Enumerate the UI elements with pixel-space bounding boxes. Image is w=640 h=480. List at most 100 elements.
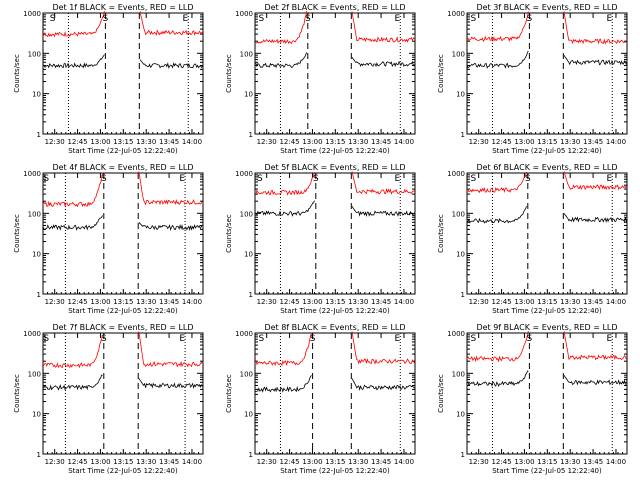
x-tick-label: 13:45	[159, 298, 179, 306]
series-line-lld-post	[139, 11, 203, 36]
y-axis-label: Counts/sec	[437, 214, 445, 253]
s-marker: S	[103, 14, 109, 24]
series-line-lld-pre	[42, 334, 103, 369]
s-marker: S	[305, 14, 311, 24]
y-tick-label: 10	[456, 411, 465, 419]
panel-title: Det 6f BLACK = Events, RED = LLD	[476, 163, 617, 172]
x-tick-label: 13:15	[325, 298, 345, 306]
x-tick-label: 12:45	[279, 458, 299, 466]
y-axis-label: Counts/sec	[225, 374, 233, 413]
e-marker: E	[183, 14, 189, 24]
x-tick-label: 12:45	[67, 458, 87, 466]
panel-6: Det 6f BLACK = Events, RED = LLD 1 10 100 10…	[437, 163, 628, 315]
x-tick-label: 13:00	[302, 138, 322, 146]
y-tick-label: 10	[244, 91, 253, 99]
y-tick-label: 1	[461, 131, 465, 139]
series-line-lld-pre	[255, 172, 315, 196]
e-marker: E	[607, 174, 613, 184]
x-tick-label: 14:00	[606, 298, 626, 306]
x-tick-label: 14:00	[182, 458, 202, 466]
x-tick-label: 14:00	[182, 298, 202, 306]
s-marker: S	[313, 174, 319, 184]
y-tick-label: 1000	[23, 10, 41, 18]
panel-title: Det 3f BLACK = Events, RED = LLD	[476, 3, 617, 12]
axes-frame	[466, 12, 628, 135]
panel-3: Det 3f BLACK = Events, RED = LLD 1 10 100 10…	[437, 3, 628, 155]
y-tick-label: 10	[244, 411, 253, 419]
x-tick-label: 13:00	[90, 138, 110, 146]
x-tick-label: 13:15	[537, 138, 557, 146]
panel-7: Det 7f BLACK = Events, RED = LLD 1 10 100 10…	[13, 323, 204, 475]
y-axis-label: Counts/sec	[13, 214, 21, 253]
series-line-events-post	[351, 56, 415, 68]
panel-4: Det 4f BLACK = Events, RED = LLD 1 10 100 10…	[13, 163, 204, 315]
series-line-events-pre	[254, 375, 312, 393]
y-tick-label: 10	[32, 251, 41, 259]
series-line-lld-pre	[254, 10, 308, 45]
y-axis-label: Counts/sec	[225, 214, 233, 253]
s-marker: S	[525, 174, 531, 184]
series-line-lld-post	[351, 331, 415, 365]
panel-title: Det 5f BLACK = Events, RED = LLD	[264, 163, 405, 172]
series-line-events-post	[138, 378, 203, 389]
x-tick-label: 13:30	[136, 298, 156, 306]
y-tick-label: 1	[37, 451, 41, 459]
y-tick-label: 1000	[447, 330, 465, 338]
x-tick-label: 13:45	[159, 458, 179, 466]
series-line-lld-post	[138, 171, 203, 206]
series-line-events-pre	[42, 374, 103, 391]
panel-1: Det 1f BLACK = Events, RED = LLD 1 10 100 10…	[13, 3, 204, 155]
y-tick-label: 100	[452, 210, 465, 218]
series-line-lld-post	[138, 331, 203, 368]
axes-frame	[42, 12, 204, 135]
x-tick-label: 13:00	[90, 298, 110, 306]
series-line-lld-pre	[42, 172, 103, 208]
s-marker: S	[471, 14, 477, 24]
x-tick-label: 13:45	[583, 458, 603, 466]
x-tick-label: 12:45	[279, 138, 299, 146]
series-line-events-pre	[254, 52, 308, 69]
x-tick-label: 13:30	[348, 138, 368, 146]
y-tick-label: 100	[452, 370, 465, 378]
y-tick-label: 100	[240, 370, 253, 378]
x-tick-label: 14:00	[606, 138, 626, 146]
x-tick-label: 13:30	[560, 298, 580, 306]
x-tick-label: 14:00	[394, 458, 414, 466]
x-tick-label: 13:30	[136, 458, 156, 466]
x-tick-label: 12:30	[257, 138, 277, 146]
x-tick-label: 12:30	[45, 458, 65, 466]
x-tick-label: 12:45	[491, 298, 511, 306]
series-line-lld-pre	[466, 330, 529, 363]
x-tick-label: 13:15	[537, 458, 557, 466]
x-axis-label: Start Time (22-Jul-05 12:22:40)	[68, 467, 178, 475]
y-tick-label: 100	[28, 210, 41, 218]
s-marker: S	[471, 334, 477, 344]
e-marker: E	[607, 14, 613, 24]
series-line-lld-post	[351, 11, 415, 43]
x-tick-label: 12:30	[45, 138, 65, 146]
x-tick-label: 12:30	[469, 458, 489, 466]
axes-frame	[466, 172, 628, 295]
x-tick-label: 13:15	[113, 138, 133, 146]
x-tick-label: 12:45	[67, 138, 87, 146]
x-tick-label: 13:15	[113, 458, 133, 466]
y-tick-label: 1	[461, 291, 465, 299]
series-line-events-pre	[254, 200, 315, 217]
x-tick-label: 13:00	[90, 458, 110, 466]
panel-2: Det 2f BLACK = Events, RED = LLD 1 10 100 10…	[225, 3, 416, 155]
x-tick-label: 13:15	[537, 298, 557, 306]
x-tick-label: 13:45	[159, 138, 179, 146]
series-line-events-post	[351, 378, 415, 391]
x-tick-label: 13:00	[302, 298, 322, 306]
x-tick-label: 13:30	[348, 298, 368, 306]
series-line-lld-post	[351, 171, 415, 195]
x-tick-label: 12:45	[279, 298, 299, 306]
panel-title: Det 2f BLACK = Events, RED = LLD	[264, 3, 405, 12]
y-axis-label: Counts/sec	[225, 54, 233, 93]
x-axis-label: Start Time (22-Jul-05 12:22:40)	[68, 307, 178, 315]
e-marker: E	[395, 14, 401, 24]
y-axis-label: Counts/sec	[437, 374, 445, 413]
x-tick-label: 13:00	[514, 458, 534, 466]
x-tick-label: 12:45	[491, 458, 511, 466]
